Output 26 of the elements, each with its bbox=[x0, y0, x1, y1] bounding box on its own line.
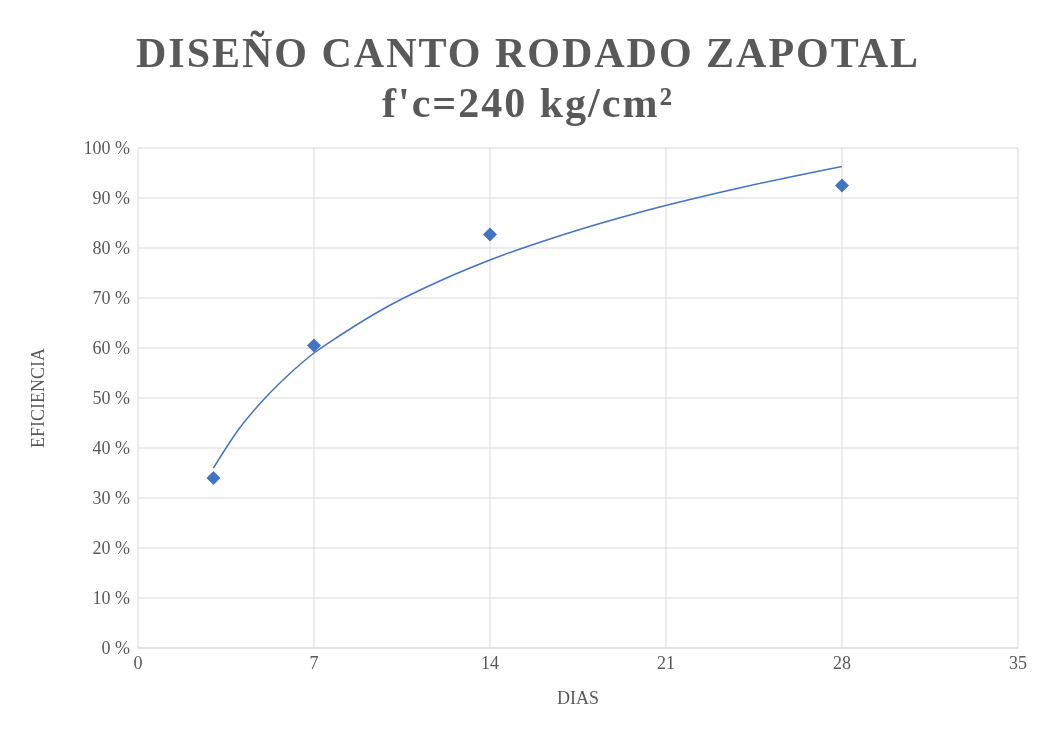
x-tick-label: 28 bbox=[833, 652, 851, 673]
y-tick-label: 60 % bbox=[92, 338, 130, 359]
y-axis-title: EFICIENCIA bbox=[28, 348, 49, 448]
x-tick-label: 7 bbox=[309, 652, 319, 673]
y-tick-label: 10 % bbox=[92, 588, 130, 609]
point bbox=[206, 471, 221, 485]
y-tick-label: 90 % bbox=[92, 188, 130, 209]
x-tick-label: 21 bbox=[657, 652, 675, 673]
x-axis-title: DIAS bbox=[556, 688, 600, 708]
y-tick-label: 20 % bbox=[92, 538, 130, 559]
y-tick-label: 80 % bbox=[92, 238, 130, 259]
y-tick-label: 30 % bbox=[92, 488, 130, 509]
chart-subtitle: f'c=240 kg/cm² bbox=[381, 79, 675, 128]
y-tick-label: 0 % bbox=[101, 638, 130, 659]
y-tick-label: 70 % bbox=[92, 288, 130, 309]
y-tick-label: 100 % bbox=[83, 138, 130, 159]
point bbox=[307, 338, 321, 353]
point bbox=[483, 227, 497, 242]
chart-title: DISEÑO CANTO RODADO ZAPOTAL bbox=[134, 29, 921, 78]
point bbox=[835, 178, 849, 193]
line-series bbox=[212, 165, 843, 469]
x-tick-label: 0 bbox=[133, 652, 143, 673]
x-tick-label: 14 bbox=[481, 652, 499, 673]
y-tick-label: 40 % bbox=[92, 438, 130, 459]
x-tick-label: 35 bbox=[1009, 652, 1027, 673]
y-tick-label: 50 % bbox=[92, 388, 130, 409]
